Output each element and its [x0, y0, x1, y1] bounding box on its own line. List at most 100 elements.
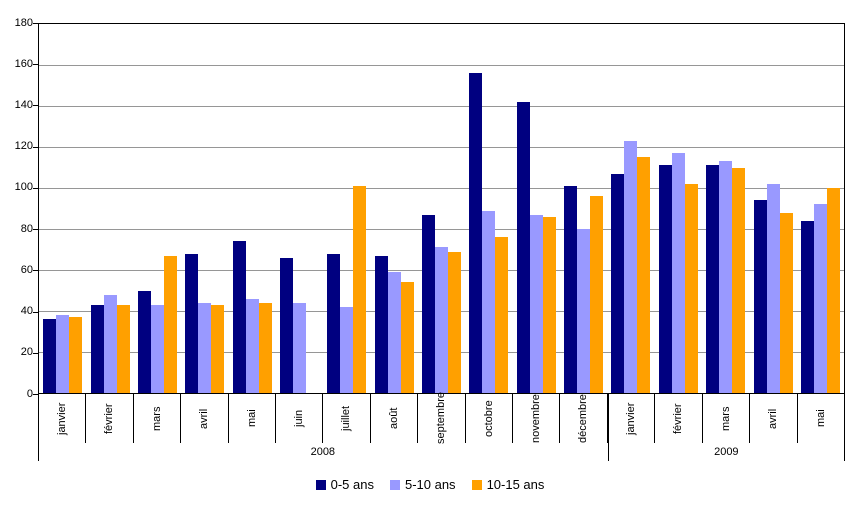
bar-group-8: [371, 24, 418, 393]
bar-series2-mai: [245, 298, 259, 393]
y-axis-tick: [33, 187, 38, 189]
bar-group-7: [323, 24, 370, 393]
bar-series2-janvier: [56, 315, 70, 393]
month-label: octobre: [482, 400, 495, 437]
bar-series2-avril: [766, 183, 780, 393]
bar-series2-mars: [719, 161, 733, 393]
bar-series3-mai: [258, 302, 272, 393]
y-axis-tick: [33, 311, 38, 313]
bar-series2-août: [387, 272, 401, 393]
bar-group-11: [513, 24, 560, 393]
year-axis: 2008 2009: [38, 443, 845, 461]
month-cell-14: février: [655, 394, 703, 443]
bar-series1-mars: [137, 290, 151, 393]
bar-series3-février: [684, 183, 698, 393]
bar-series2-juin: [292, 302, 306, 393]
bar-series3-mars: [732, 167, 746, 393]
y-axis-label-60: 60: [20, 263, 33, 276]
bar-series1-janvier: [611, 173, 625, 393]
bar-series2-mai: [813, 204, 827, 393]
month-label: août: [388, 407, 401, 430]
legend-swatch-icon: [471, 479, 482, 490]
y-axis-label-160: 160: [14, 57, 33, 70]
bar-series3-août: [400, 282, 414, 393]
year-separator: [607, 394, 609, 461]
y-axis-tick: [33, 146, 38, 148]
bar-series3-mai: [826, 188, 840, 393]
y-axis-tick: [33, 394, 38, 395]
month-label: mai: [245, 409, 258, 428]
y-axis-tick: [33, 270, 38, 272]
bar-series3-septembre: [448, 251, 462, 393]
bar-group-10: [465, 24, 512, 393]
legend-item-3: 10-15 ans: [471, 477, 545, 492]
month-cell-7: juillet: [323, 394, 371, 443]
y-axis-label-140: 140: [14, 98, 33, 111]
bar-series3-janvier: [69, 317, 83, 393]
month-label: janvier: [56, 402, 69, 435]
y-axis-label-120: 120: [14, 140, 33, 153]
month-cell-9: septembre: [418, 393, 466, 444]
month-cell-8: août: [371, 394, 419, 443]
month-label: décembre: [577, 394, 590, 443]
bar-series1-octobre: [469, 73, 483, 393]
bar-series1-juin: [279, 257, 293, 393]
month-label: avril: [767, 408, 780, 429]
year-label-2008: 2008: [310, 446, 336, 458]
bar-series3-mars: [163, 255, 177, 393]
month-cell-11: novembre: [513, 394, 561, 443]
bar-series2-mars: [150, 304, 164, 393]
bar-series2-décembre: [577, 229, 591, 393]
y-axis-label-180: 180: [14, 16, 33, 29]
bar-group-14: [655, 24, 702, 393]
month-cell-5: mai: [229, 394, 277, 443]
bar-series3-avril: [779, 212, 793, 393]
bar-series3-février: [116, 304, 130, 393]
bar-series1-août: [374, 255, 388, 393]
month-axis: janvier février mars avril mai juin juillet aoû…: [38, 393, 845, 444]
year-label-2009: 2009: [714, 446, 739, 458]
month-label: juillet: [340, 405, 353, 432]
y-axis-label-80: 80: [20, 222, 33, 235]
y-axis-label-100: 100: [14, 181, 33, 194]
month-label: mars: [151, 406, 164, 431]
bar-series1-novembre: [516, 101, 530, 393]
bar-series1-mai: [232, 241, 246, 393]
bar-series2-février: [103, 294, 117, 393]
y-axis-tick: [33, 64, 38, 66]
y-axis-tick: [33, 23, 38, 24]
gridline-140: [39, 106, 844, 107]
y-axis-tick: [33, 352, 38, 354]
bar-series2-avril: [198, 302, 212, 393]
bar-group-13: [607, 24, 654, 393]
month-cell-4: avril: [181, 394, 229, 443]
year-separator: [844, 394, 845, 461]
month-cell-12: décembre: [560, 394, 608, 443]
month-label: mars: [719, 406, 732, 431]
bar-series3-décembre: [590, 196, 604, 393]
legend-label: 5-10 ans: [404, 477, 456, 492]
bar-series1-décembre: [564, 185, 578, 393]
y-axis-tick: [33, 229, 38, 231]
month-cell-6: juin: [276, 394, 324, 443]
bar-series1-avril: [753, 200, 767, 393]
bar-group-16: [749, 24, 796, 393]
legend: 0-5 ans 5-10 ans 10-15 ans: [0, 477, 860, 492]
gridline-160: [39, 65, 844, 66]
bar-series1-mai: [800, 220, 814, 393]
bar-group-3: [134, 24, 181, 393]
legend-label: 10-15 ans: [486, 477, 545, 492]
bar-group-17: [797, 24, 844, 393]
bar-series2-février: [671, 153, 685, 393]
legend-item-1: 0-5 ans: [315, 477, 374, 492]
month-label: février: [103, 403, 116, 434]
year-separator: [38, 394, 39, 461]
bar-series2-juillet: [340, 306, 354, 393]
month-cell-16: avril: [750, 394, 798, 443]
legend-swatch-icon: [315, 479, 326, 490]
bar-series1-juillet: [327, 253, 341, 393]
month-cell-1: janvier: [38, 394, 87, 443]
bar-series2-novembre: [529, 214, 543, 393]
month-label: novembre: [530, 394, 543, 443]
bar-series1-janvier: [43, 319, 57, 393]
